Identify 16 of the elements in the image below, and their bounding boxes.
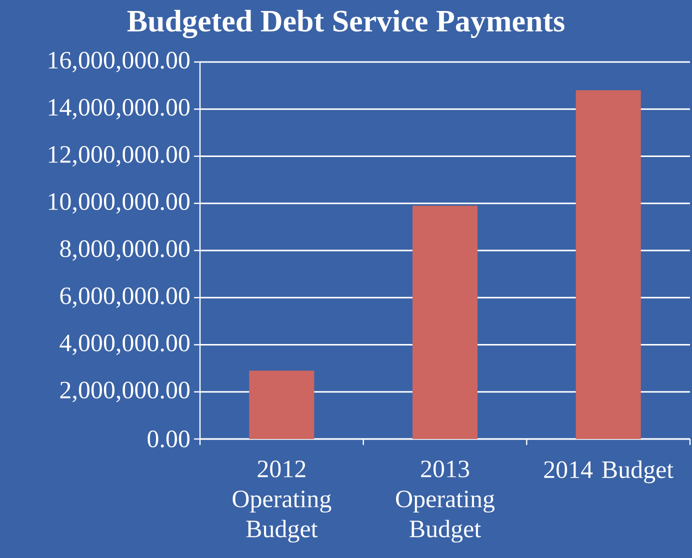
chart-title: Budgeted Debt Service Payments: [127, 10, 564, 38]
y-tick-label: 6,000,000.00: [60, 287, 190, 308]
x-tick-label: 2012 Operating Budget: [232, 460, 332, 543]
y-tick-label: 12,000,000.00: [48, 146, 190, 166]
bar: [412, 206, 478, 439]
y-tick-label: 16,000,000.00: [48, 52, 190, 72]
y-tick-label: 10,000,000.00: [48, 193, 190, 214]
y-tick-label: 0.00: [148, 430, 190, 448]
y-tick-label: 14,000,000.00: [48, 98, 190, 120]
bar: [576, 90, 641, 439]
y-tick-label: 4,000,000.00: [60, 334, 190, 355]
x-tick-label: 2013 Operating Budget: [396, 460, 495, 543]
y-tick-label: 2,000,000.00: [60, 382, 190, 402]
bar: [249, 370, 314, 439]
y-tick-label: 8,000,000.00: [60, 240, 190, 261]
x-tick-label: 2014 Budget: [544, 460, 674, 484]
